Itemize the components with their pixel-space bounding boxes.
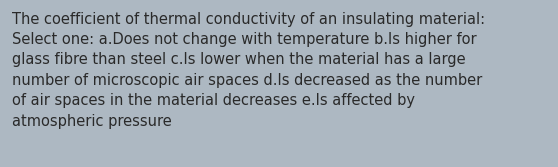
Text: The coefficient of thermal conductivity of an insulating material:
Select one: a: The coefficient of thermal conductivity … [12,12,485,129]
